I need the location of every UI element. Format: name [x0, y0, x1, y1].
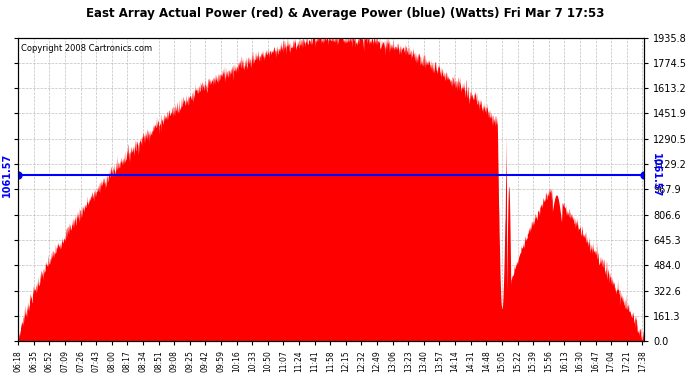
- Text: East Array Actual Power (red) & Average Power (blue) (Watts) Fri Mar 7 17:53: East Array Actual Power (red) & Average …: [86, 8, 604, 21]
- Text: 1061.57: 1061.57: [651, 153, 660, 197]
- Text: Copyright 2008 Cartronics.com: Copyright 2008 Cartronics.com: [21, 44, 152, 52]
- Text: 1061.57: 1061.57: [2, 153, 12, 197]
